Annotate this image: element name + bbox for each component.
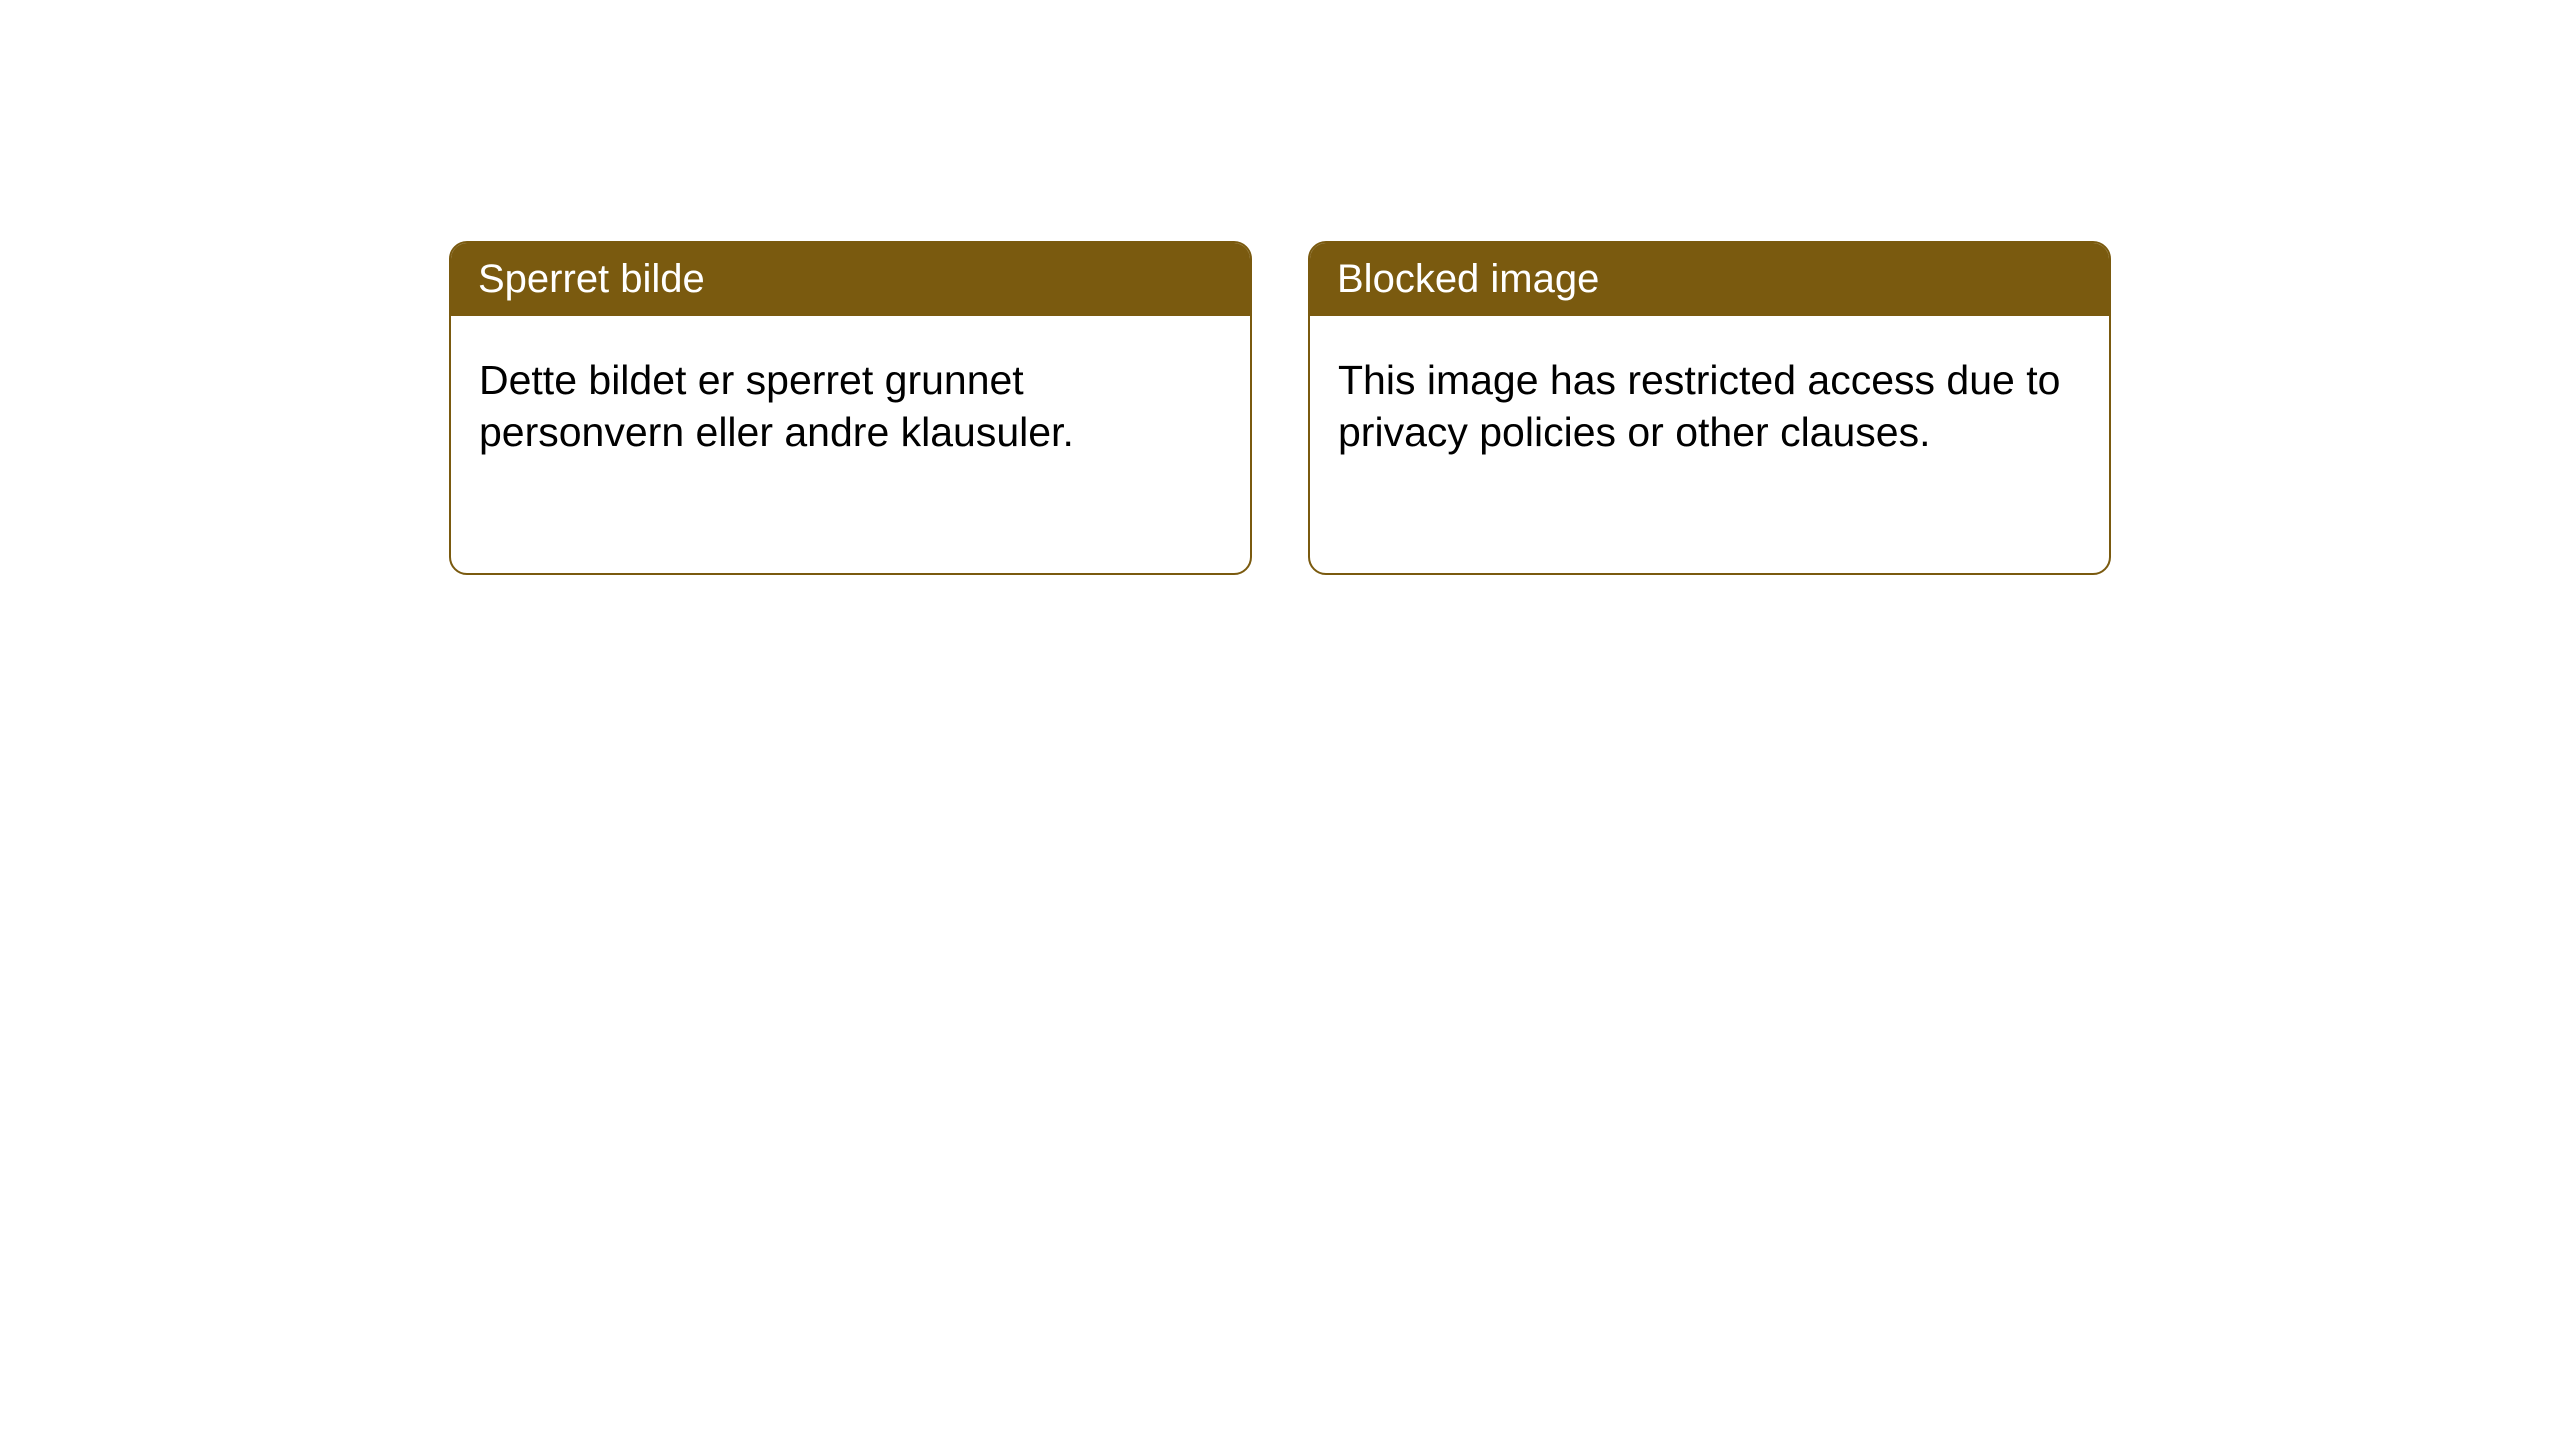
blocked-image-card-no: Sperret bilde Dette bildet er sperret gr… (449, 241, 1252, 575)
blocked-image-card-en: Blocked image This image has restricted … (1308, 241, 2111, 575)
blocked-image-notice-container: Sperret bilde Dette bildet er sperret gr… (0, 0, 2560, 575)
card-title-en: Blocked image (1310, 243, 2109, 316)
card-body-en: This image has restricted access due to … (1310, 316, 2109, 496)
card-title-no: Sperret bilde (451, 243, 1250, 316)
card-body-no: Dette bildet er sperret grunnet personve… (451, 316, 1250, 496)
